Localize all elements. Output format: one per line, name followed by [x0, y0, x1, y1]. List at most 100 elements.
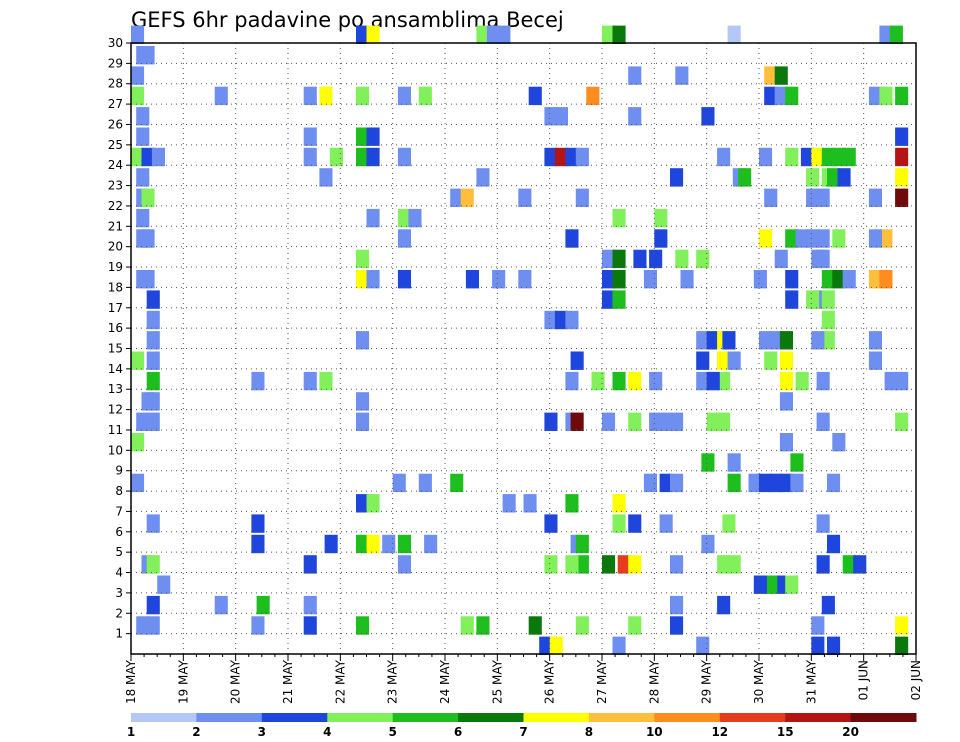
heatmap-cell — [356, 412, 370, 431]
heatmap-cell — [602, 290, 616, 309]
heatmap-cell — [575, 534, 589, 554]
heatmap-cell — [785, 86, 799, 106]
heatmap-cell — [879, 270, 893, 289]
colorbar-label: 20 — [842, 725, 859, 739]
heatmap-cell — [680, 270, 694, 289]
heatmap-cell — [565, 229, 579, 248]
heatmap-cell — [643, 473, 657, 493]
heatmap-cell — [654, 229, 668, 248]
heatmap-cell — [753, 270, 767, 289]
heatmap-cell — [816, 371, 830, 391]
heatmap-cell — [303, 371, 317, 391]
heatmap-cell — [366, 534, 380, 554]
x-tick-label: 21 MAY — [281, 659, 295, 704]
heatmap-cell — [492, 270, 506, 289]
heatmap-cell — [356, 270, 370, 289]
heatmap-cell — [518, 188, 532, 207]
heatmap-cell — [356, 25, 370, 44]
heatmap-cell — [670, 412, 684, 431]
heatmap-cell — [356, 331, 370, 350]
heatmap-cell — [748, 473, 762, 493]
x-tick-label: 27 MAY — [595, 659, 609, 704]
y-tick-label: 29 — [108, 56, 123, 70]
y-tick-label: 8 — [115, 484, 123, 498]
heatmap-cell — [821, 270, 835, 289]
heatmap-cell — [759, 331, 773, 350]
heatmap-cell — [868, 188, 882, 207]
heatmap-cell — [722, 514, 736, 533]
heatmap-cell — [146, 331, 160, 350]
heatmap-cell — [397, 86, 411, 106]
heatmap-cell — [424, 534, 438, 554]
heatmap-cell — [256, 595, 270, 615]
heatmap-cell — [502, 494, 516, 513]
colorbar-label: 10 — [646, 725, 663, 739]
heatmap-cell — [790, 453, 804, 472]
heatmap-cell — [785, 575, 799, 594]
heatmap-cell — [827, 534, 841, 554]
y-tick-label: 4 — [115, 566, 123, 580]
x-tick-label: 31 MAY — [804, 659, 818, 704]
heatmap-cell — [146, 595, 160, 615]
y-axis: 1234567891011121314151617181920212223242… — [108, 36, 131, 641]
heatmap-cell — [811, 636, 825, 655]
x-tick-label: 28 MAY — [647, 659, 661, 704]
heatmap-cell — [397, 208, 411, 228]
heatmap-cell — [816, 188, 830, 207]
heatmap-cell — [895, 147, 909, 167]
heatmap-cell — [146, 310, 160, 330]
heatmap-cell — [727, 453, 741, 472]
heatmap-cell — [827, 636, 841, 655]
heatmap-cell — [486, 25, 500, 44]
heatmap-cell — [659, 514, 673, 533]
heatmap-cell — [654, 208, 668, 228]
heatmap-cell — [759, 229, 773, 248]
heatmap-cell — [131, 351, 145, 370]
heatmap-cell — [356, 616, 370, 635]
heatmap-cell — [785, 147, 799, 167]
heatmap-cell — [717, 147, 731, 167]
heatmap-cell — [811, 616, 825, 635]
colorbar-label: 1 — [127, 725, 135, 739]
heatmap-cell — [895, 616, 909, 635]
y-tick-label: 13 — [108, 382, 123, 396]
heatmap-cell — [895, 412, 909, 431]
heatmap-cell — [565, 494, 579, 513]
colorbar-swatch — [392, 713, 459, 722]
heatmap-cell — [832, 270, 846, 289]
x-tick-label: 25 MAY — [490, 659, 504, 704]
heatmap-cell — [764, 351, 778, 370]
heatmap-cell — [895, 127, 909, 146]
heatmap-cell — [408, 208, 422, 228]
heatmap-cell — [816, 229, 830, 248]
colorbar-swatch — [523, 713, 590, 722]
y-tick-label: 2 — [115, 606, 123, 620]
heatmap-cell — [131, 473, 145, 493]
y-tick-label: 17 — [108, 301, 123, 315]
y-tick-label: 19 — [108, 260, 123, 274]
heatmap-cell — [811, 147, 825, 167]
heatmap-cell — [879, 86, 893, 106]
heatmap-cell — [251, 616, 265, 635]
heatmap-cell — [816, 412, 830, 431]
heatmap-cell — [602, 270, 616, 289]
heatmap-cell — [612, 208, 626, 228]
heatmap-cell — [136, 107, 150, 126]
y-tick-label: 23 — [108, 179, 123, 193]
x-tick-label: 22 MAY — [333, 659, 347, 704]
heatmap-cell — [303, 555, 317, 574]
heatmap-cell — [575, 555, 589, 574]
heatmap-cell — [356, 249, 370, 269]
heatmap-cell — [670, 168, 684, 187]
heatmap-cell — [214, 86, 228, 106]
colorbar-label: 5 — [389, 725, 397, 739]
colorbar-label: 12 — [711, 725, 728, 739]
heatmap-cell — [146, 290, 160, 309]
heatmap-cell — [157, 575, 171, 594]
heatmap-cell — [356, 534, 370, 554]
heatmap-cell — [497, 25, 511, 44]
heatmap-cell — [136, 208, 150, 228]
heatmap-cell — [612, 25, 626, 44]
heatmap-cell — [717, 412, 731, 431]
heatmap-cell — [643, 270, 657, 289]
